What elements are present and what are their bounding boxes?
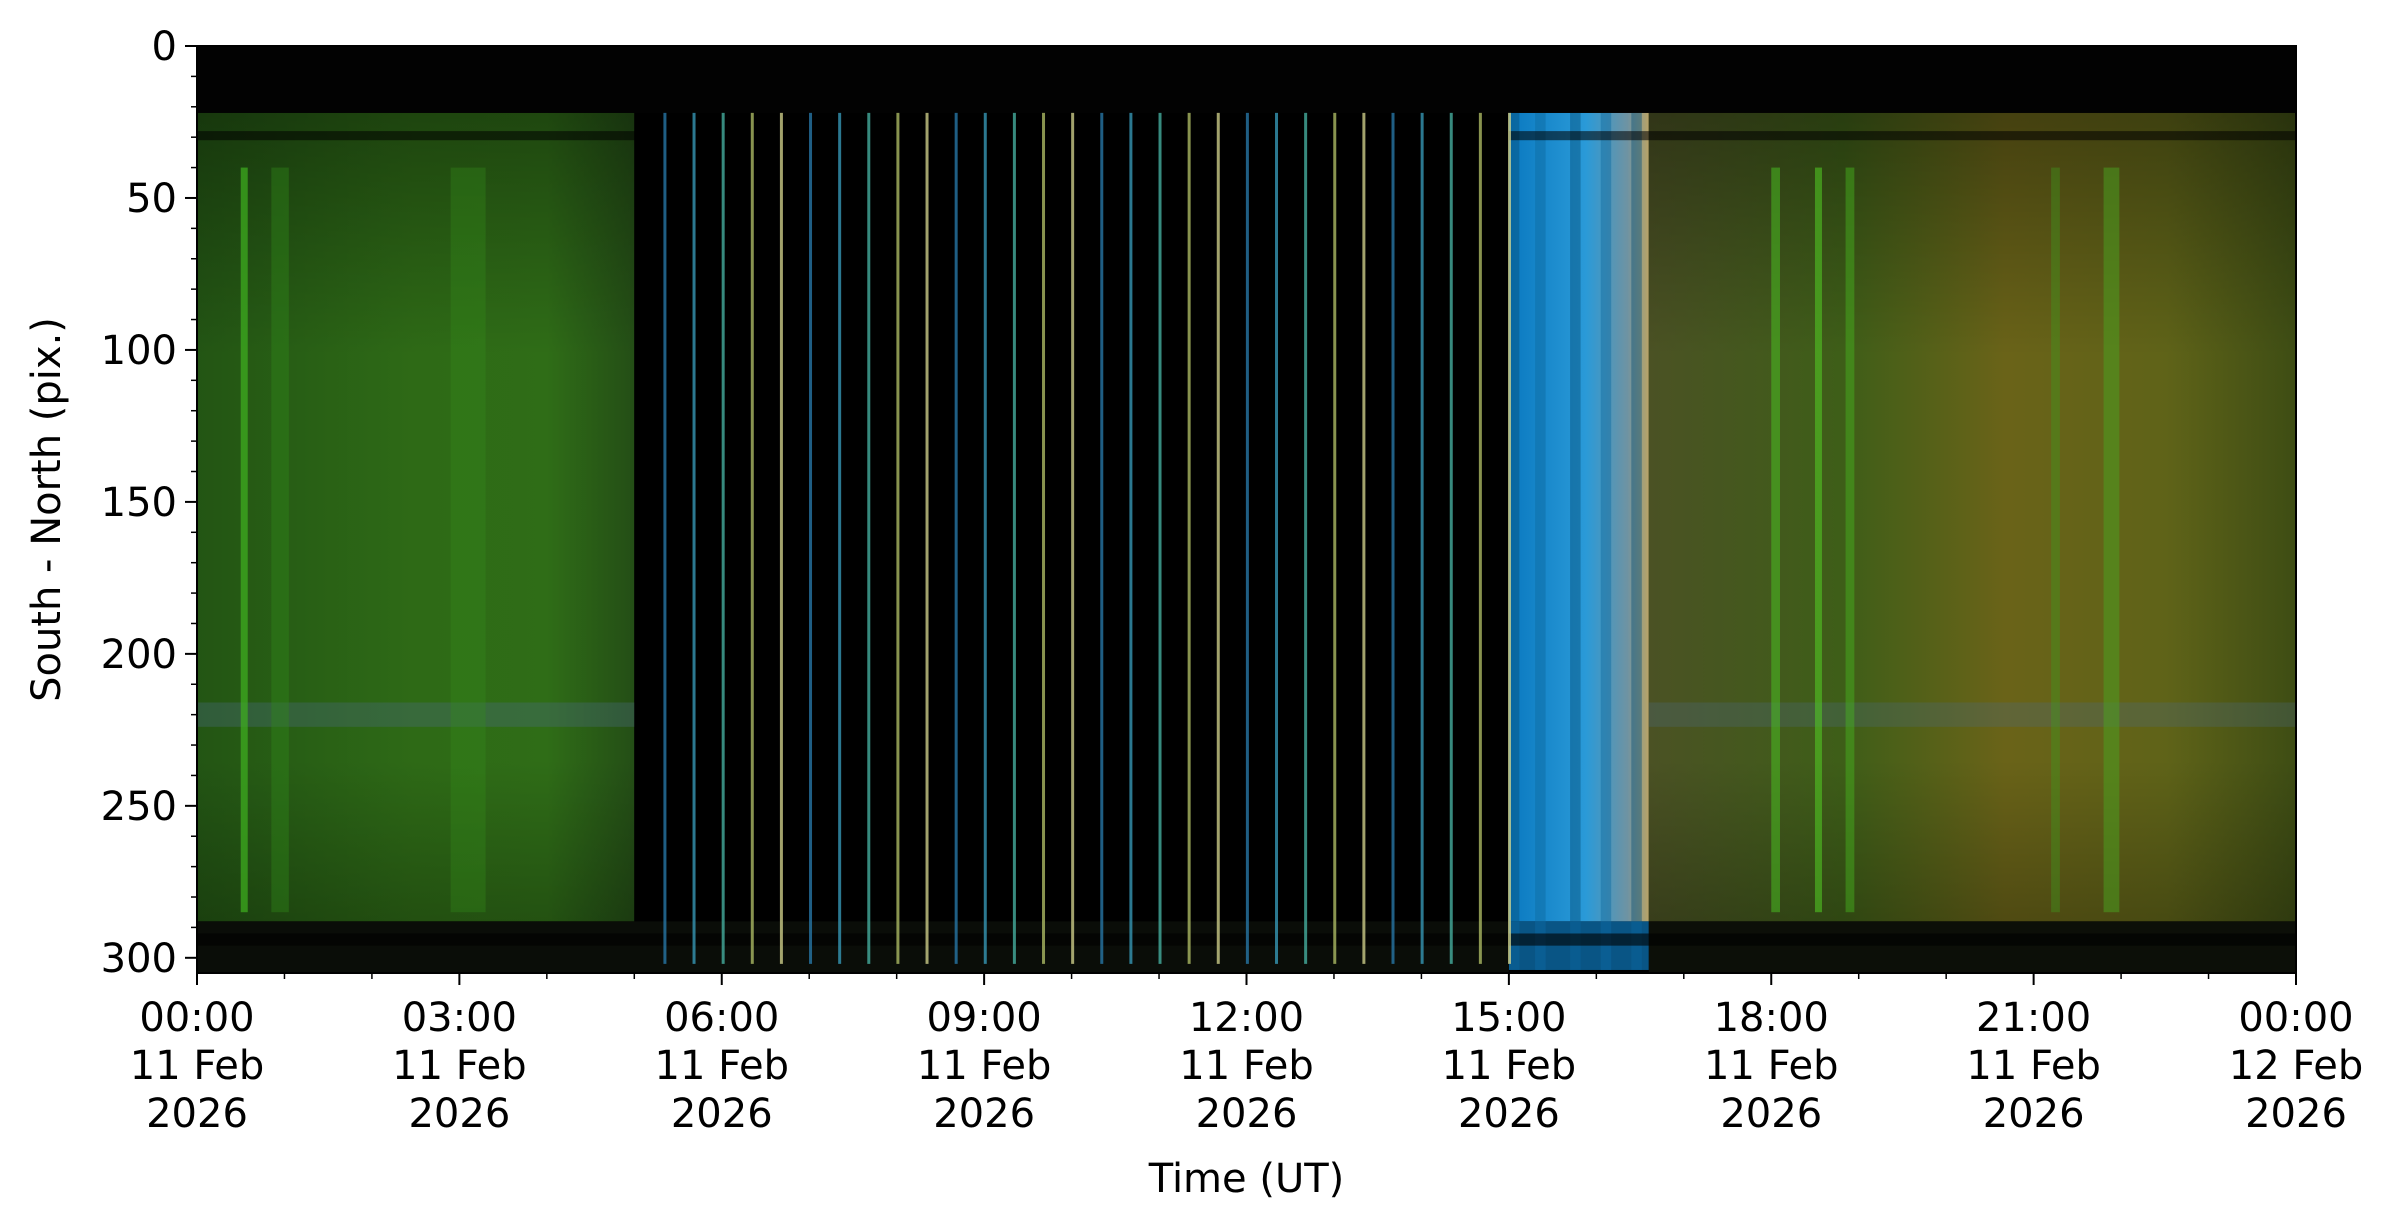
aurora-streak [1814,167,1822,913]
x-tick-label: 12:00 11 Feb 2026 [1179,995,1313,1137]
x-tick-label-line: 11 Feb [130,1043,264,1089]
aurora-streak [2103,167,2120,913]
x-tick-label-line: 2026 [1720,1091,1822,1137]
heatmap-segment [1508,112,1649,922]
aurora-streak [240,167,248,913]
calibration-stripe [1391,112,1395,964]
y-tick-label: 150 [101,480,177,526]
plot-area [196,45,2297,974]
calibration-stripe [1187,112,1191,964]
x-tick-label-line: 00:00 [139,995,254,1041]
x-tick-label-line: 11 Feb [917,1043,1051,1089]
calibration-stripe [1216,112,1220,964]
y-axis-label: South - North (pix.) [24,317,70,702]
x-tick-label: 21:00 11 Feb 2026 [1966,995,2100,1137]
y-tick-label: 0 [152,24,177,70]
x-tick-label-line: 2026 [408,1091,510,1137]
aurora-streak [271,167,289,913]
aurora-streak [450,167,486,913]
bottom-dark-band-evening [1648,921,2296,973]
x-tick-label-line: 11 Feb [1442,1043,1576,1089]
x-tick-label-line: 2026 [146,1091,248,1137]
aurora-streak [2051,167,2060,913]
calibration-stripe [838,112,842,964]
x-tick-label-line: 03:00 [402,995,517,1041]
calibration-stripe [1245,112,1249,964]
x-tick-label: 18:00 11 Feb 2026 [1704,995,1838,1137]
calibration-stripe [779,112,783,964]
calibration-stripe [896,112,900,964]
x-tick-label-line: 21:00 [1976,995,2091,1041]
x-tick-label-line: 2026 [933,1091,1035,1137]
calibration-stripe [692,112,696,964]
x-tick-label: 03:00 11 Feb 2026 [392,995,526,1137]
calibration-stripe [1362,112,1366,964]
x-tick-label: 00:00 12 Feb 2026 [2229,995,2363,1137]
calibration-stripe [1333,112,1337,964]
vertical-shade [197,112,635,922]
aurora-streak [1771,167,1780,913]
x-tick-label: 15:00 11 Feb 2026 [1442,995,1576,1137]
x-tick-label-line: 12:00 [1189,995,1304,1041]
calibration-stripe [1071,112,1075,964]
twilight-band [1508,112,1520,970]
y-tick-label: 200 [101,632,177,678]
calibration-stripe [809,112,813,964]
y-tick-label: 300 [101,936,177,982]
bottom-dark-band [197,921,1509,973]
calibration-stripe [750,112,754,964]
calibration-stripe [1449,112,1453,964]
x-axis-label: Time (UT) [1148,1156,1345,1202]
x-tick-label-line: 11 Feb [1966,1043,2100,1089]
calibration-stripe [1420,112,1424,964]
x-tick-label-line: 2026 [671,1091,773,1137]
top-dark-band [197,46,2296,113]
calibration-stripe [1478,112,1482,964]
calibration-stripe [954,112,958,964]
x-tick-label-line: 11 Feb [1179,1043,1313,1089]
x-tick-label: 06:00 11 Feb 2026 [655,995,789,1137]
x-tick-label-line: 2026 [1196,1091,1298,1137]
y-tick-label: 100 [101,328,177,374]
vertical-shade [1648,112,2296,922]
twilight-bottom [1508,921,1649,970]
x-tick-label-line: 11 Feb [1704,1043,1838,1089]
calibration-stripe [663,112,667,964]
calibration-stripe [1508,112,1512,964]
calibration-stripe [983,112,987,964]
twilight-band [1600,112,1612,970]
x-tick-label-line: 2026 [1983,1091,2085,1137]
calibration-stripe [867,112,871,964]
x-tick-label-line: 06:00 [664,995,779,1041]
x-tick-label: 00:00 11 Feb 2026 [130,995,264,1137]
x-tick-label-line: 18:00 [1714,995,1829,1041]
aurora-streak [1845,167,1855,913]
twilight-band [1535,112,1546,970]
calibration-stripe [1042,112,1046,964]
x-tick-label-line: 2026 [1458,1091,1560,1137]
calibration-stripe [1100,112,1104,964]
calibration-stripe [1012,112,1016,964]
calibration-stripe [1158,112,1162,964]
calibration-stripe [1129,112,1133,964]
y-axis: 0 50 100 150 200 250 300 [101,24,197,982]
calibration-stripe [925,112,929,964]
y-tick-label: 50 [126,176,177,222]
x-tick-label-line: 12 Feb [2229,1043,2363,1089]
x-tick-label: 09:00 11 Feb 2026 [917,995,1051,1137]
x-tick-label-line: 15:00 [1451,995,1566,1041]
calibration-stripe [721,112,725,964]
x-tick-label-line: 09:00 [926,995,1041,1041]
x-tick-label-line: 2026 [2245,1091,2347,1137]
y-tick-label: 250 [101,784,177,830]
calibration-stripe [1275,112,1279,964]
twilight-band [1631,112,1642,970]
x-tick-label-line: 11 Feb [655,1043,789,1089]
x-tick-label-line: 11 Feb [392,1043,526,1089]
twilight-band [1570,112,1581,970]
x-tick-label-line: 00:00 [2238,995,2353,1041]
calibration-stripe [1304,112,1308,964]
